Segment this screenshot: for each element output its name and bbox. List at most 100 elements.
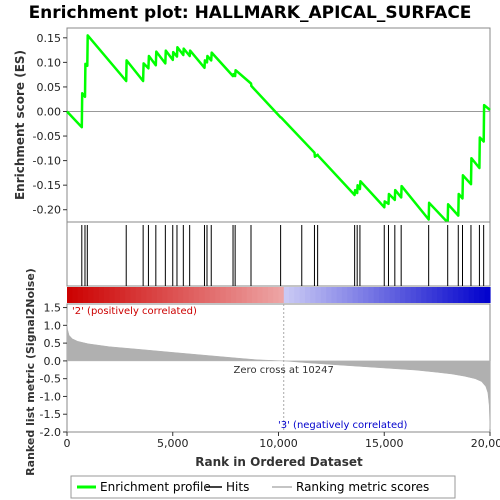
ranked-metric-panel: 1.5 1.0 0.5 0.0 -0.5 -1.0 -1.5 -2.0 0 5,000 10,00… xyxy=(24,268,500,476)
chart-title: Enrichment plot: HALLMARK_APICAL_SURFACE xyxy=(29,3,472,23)
metric-y-axis-label: Ranked list metric (Signal2Noise) xyxy=(24,268,37,476)
color-bar-segment xyxy=(98,287,105,303)
negative-correlation-label: '3' (negatively correlated) xyxy=(278,420,407,431)
color-bar-segment xyxy=(304,287,311,303)
color-bar-segment xyxy=(135,287,142,303)
color-bar-segment xyxy=(341,287,348,303)
color-bar-segment xyxy=(474,287,481,303)
color-bar-segment xyxy=(220,287,227,303)
metric-y-tick-label: 0.5 xyxy=(44,337,62,350)
color-bar-segment xyxy=(400,287,406,303)
color-bar-segment xyxy=(426,287,433,303)
color-bar-segment xyxy=(389,287,396,303)
enrichment-score-panel: 0.15 0.10 0.05 0.00 -0.05 -0.10 -0.15 -0.20 Enr… xyxy=(13,27,491,224)
color-bar-segment xyxy=(267,287,274,303)
hits-panel xyxy=(66,221,491,287)
color-bar-segment xyxy=(320,287,327,303)
color-bar-segment xyxy=(410,287,417,303)
x-tick-label: 20,000 xyxy=(471,437,500,450)
color-bar-segment xyxy=(209,287,216,303)
rank-color-bar xyxy=(67,287,491,303)
color-bar-segment xyxy=(77,287,84,303)
legend-box xyxy=(70,475,456,499)
color-bar-segment xyxy=(278,287,285,303)
metric-y-tick-label: -2.0 xyxy=(40,426,61,439)
color-bar-segment xyxy=(241,287,248,303)
color-bar-segment xyxy=(225,287,232,303)
color-bar-segment xyxy=(326,287,332,303)
color-bar-segment xyxy=(114,287,121,303)
color-bar-segment xyxy=(156,287,163,303)
positive-correlation-label: '2' (positively correlated) xyxy=(72,306,197,317)
x-axis-label: Rank in Ordered Dataset xyxy=(195,455,363,469)
color-bar-segment xyxy=(331,287,338,303)
zero-cross-label: Zero cross at 10247 xyxy=(234,365,334,376)
hits-frame xyxy=(66,221,491,287)
x-tick-label: 15,000 xyxy=(365,437,404,450)
color-bar-segment xyxy=(442,287,449,303)
color-bar-segment xyxy=(384,287,391,303)
metric-y-axis: 1.5 1.0 0.5 0.0 -0.5 -1.0 -1.5 -2.0 xyxy=(40,302,67,439)
color-bar-segment xyxy=(437,287,444,303)
color-bar-segment xyxy=(415,287,422,303)
color-bar-segment xyxy=(178,287,184,303)
color-bar-segment xyxy=(183,287,190,303)
color-bar-segment xyxy=(104,287,110,303)
color-bar-segment xyxy=(162,287,169,303)
metric-y-tick-label: 0.0 xyxy=(44,355,62,368)
metric-y-tick-label: -1.5 xyxy=(40,408,61,421)
color-bar-segment xyxy=(215,287,221,303)
color-bar-segment xyxy=(452,287,459,303)
color-bar-segment xyxy=(299,287,306,303)
color-bar-segment xyxy=(283,287,290,303)
color-bar-segment xyxy=(246,287,253,303)
color-bar-segment xyxy=(294,287,301,303)
x-tick-label: 0 xyxy=(64,437,71,450)
color-bar-segment xyxy=(151,287,158,303)
color-bar-segment xyxy=(458,287,465,303)
es-y-tick-label: 0.10 xyxy=(37,56,62,69)
ranking-metric-area xyxy=(66,322,491,430)
es-y-tick-label: -0.05 xyxy=(33,130,61,143)
color-bar-segment xyxy=(468,287,475,303)
legend-metric-label: Ranking metric scores xyxy=(296,480,429,494)
color-bar-segment xyxy=(431,287,438,303)
color-bar-segment xyxy=(357,287,364,303)
color-bar-segment xyxy=(119,287,126,303)
color-bar-segment xyxy=(130,287,137,303)
es-y-tick-label: 0.00 xyxy=(37,105,62,118)
metric-y-tick-label: -1.0 xyxy=(40,390,61,403)
legend-hits-label: Hits xyxy=(226,480,249,494)
color-bar-segment xyxy=(236,287,243,303)
es-plot-frame xyxy=(66,27,491,223)
es-y-tick-label: -0.15 xyxy=(33,179,61,192)
legend: Enrichment profile Hits Ranking metric s… xyxy=(70,475,456,499)
color-bar-segment xyxy=(315,287,322,303)
color-bar-segment xyxy=(479,287,486,303)
metric-y-tick-label: 1.0 xyxy=(44,319,62,332)
color-bar-segment xyxy=(204,287,211,303)
color-bar-segment xyxy=(405,287,412,303)
color-bar-segment xyxy=(273,287,280,303)
es-y-axis-label: Enrichment score (ES) xyxy=(13,50,27,200)
color-bar-segment xyxy=(447,287,454,303)
es-y-axis: 0.15 0.10 0.05 0.00 -0.05 -0.10 -0.15 -0.20 xyxy=(33,32,67,217)
color-bar-segment xyxy=(484,287,491,303)
color-bar-segment xyxy=(172,287,179,303)
color-bar-segment xyxy=(421,287,428,303)
color-bar-segment xyxy=(199,287,206,303)
color-bar-segment xyxy=(378,287,385,303)
color-bar-segment xyxy=(373,287,380,303)
color-bar-segment xyxy=(82,287,89,303)
legend-enrichment-label: Enrichment profile xyxy=(100,480,211,494)
color-bar-segment xyxy=(347,287,354,303)
es-y-tick-label: -0.20 xyxy=(33,204,61,217)
color-bar-segment xyxy=(394,287,401,303)
color-bar-segment xyxy=(167,287,174,303)
color-bar-segment xyxy=(363,287,369,303)
color-bar-segment xyxy=(125,287,132,303)
color-bar-segment xyxy=(93,287,100,303)
color-bar-segment xyxy=(230,287,237,303)
color-bar-segment xyxy=(141,287,147,303)
x-axis: 0 5,000 10,000 15,000 20,000 xyxy=(64,432,500,450)
